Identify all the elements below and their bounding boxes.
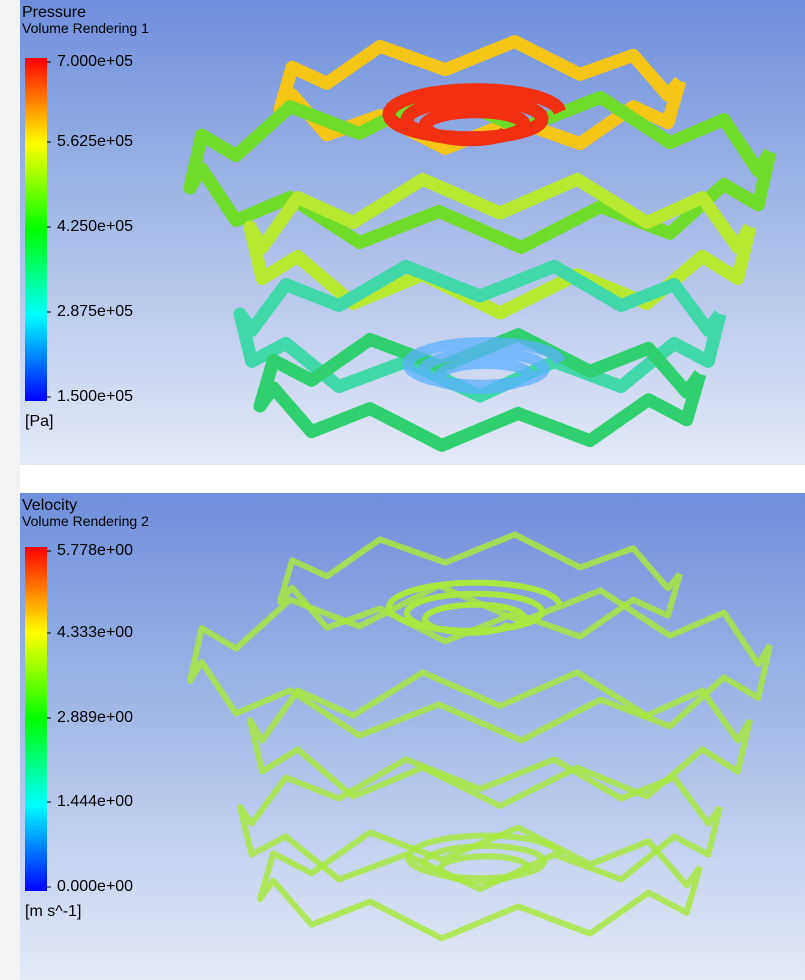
color-bar-label: 0.000e+00 xyxy=(57,878,133,895)
panel-subtitle: Volume Rendering 1 xyxy=(22,20,149,36)
color-bar-label: 1.500e+05 xyxy=(57,388,133,405)
color-bar-label: 5.778e+00 xyxy=(57,542,133,559)
panel-subtitle: Volume Rendering 2 xyxy=(22,513,149,529)
panel-title: Pressure xyxy=(22,4,86,21)
color-bar-label: 7.000e+05 xyxy=(57,53,133,70)
color-bar-label: 1.444e+00 xyxy=(57,793,133,810)
color-bar-label: 2.875e+05 xyxy=(57,303,133,320)
color-bar-label: 2.889e+00 xyxy=(57,709,133,726)
side-margin xyxy=(0,0,20,980)
streamline xyxy=(389,90,560,140)
panel-title: Velocity xyxy=(22,497,77,514)
color-bar-unit: [m s^-1] xyxy=(25,903,81,920)
color-bar xyxy=(25,58,47,401)
color-bar-label: 4.333e+00 xyxy=(57,624,133,641)
color-bar-unit: [Pa] xyxy=(25,413,53,430)
color-bar-label: 5.625e+05 xyxy=(57,133,133,150)
streamline xyxy=(408,343,560,389)
color-bar xyxy=(25,547,47,891)
color-bar-label: 4.250e+05 xyxy=(57,218,133,235)
page: PressureVolume Rendering 1 7.000e+05 5.625… xyxy=(0,0,805,980)
screenshot: PressureVolume Rendering 1 7.000e+05 5.625… xyxy=(0,0,805,980)
